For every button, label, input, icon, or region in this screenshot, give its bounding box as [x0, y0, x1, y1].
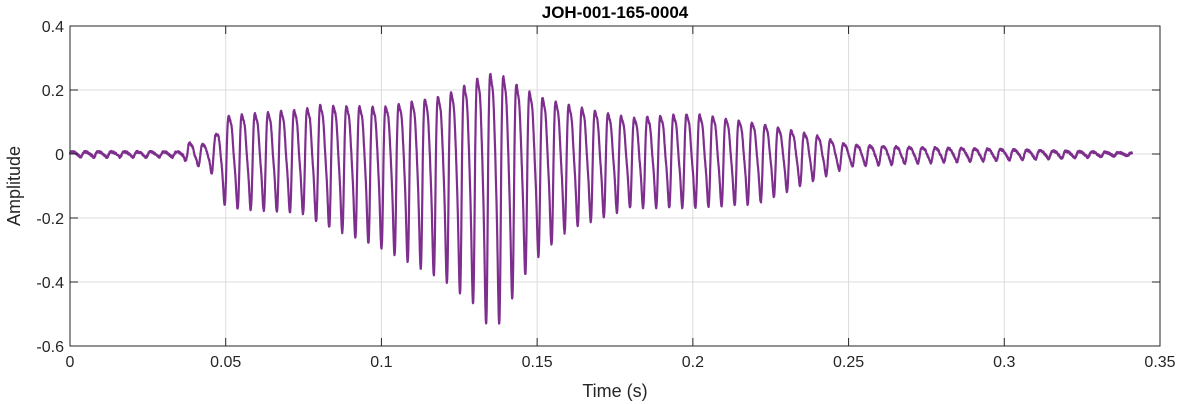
- tick-marks: [69, 25, 1161, 347]
- waveform-line: [68, 72, 1134, 325]
- plot-box: [69, 25, 1161, 347]
- y-tick-label: -0.6: [36, 339, 64, 356]
- y-axis-label: Amplitude: [4, 146, 24, 226]
- y-tick-label: 0.2: [42, 83, 64, 100]
- chart-title: JOH-001-165-0004: [542, 3, 689, 22]
- y-tick-labels: -0.6 -0.4 -0.2 0 0.2 0.4: [36, 19, 64, 356]
- y-tick-label: 0: [55, 147, 64, 164]
- x-tick-label: 0.35: [1144, 354, 1175, 371]
- y-tick-label: -0.4: [36, 275, 64, 292]
- x-tick-labels: 0 0.05 0.1 0.15 0.2 0.25 0.3 0.35: [66, 354, 1176, 371]
- x-axis-label: Time (s): [582, 381, 647, 401]
- x-tick-label: 0.15: [522, 354, 553, 371]
- x-tick-label: 0.3: [993, 354, 1015, 371]
- x-tick-label: 0: [66, 354, 75, 371]
- x-tick-label: 0.1: [370, 354, 392, 371]
- x-tick-label: 0.05: [210, 354, 241, 371]
- y-tick-label: 0.4: [42, 19, 64, 36]
- x-tick-label: 0.2: [682, 354, 704, 371]
- x-tick-label: 0.25: [833, 354, 864, 371]
- y-tick-label: -0.2: [36, 211, 64, 228]
